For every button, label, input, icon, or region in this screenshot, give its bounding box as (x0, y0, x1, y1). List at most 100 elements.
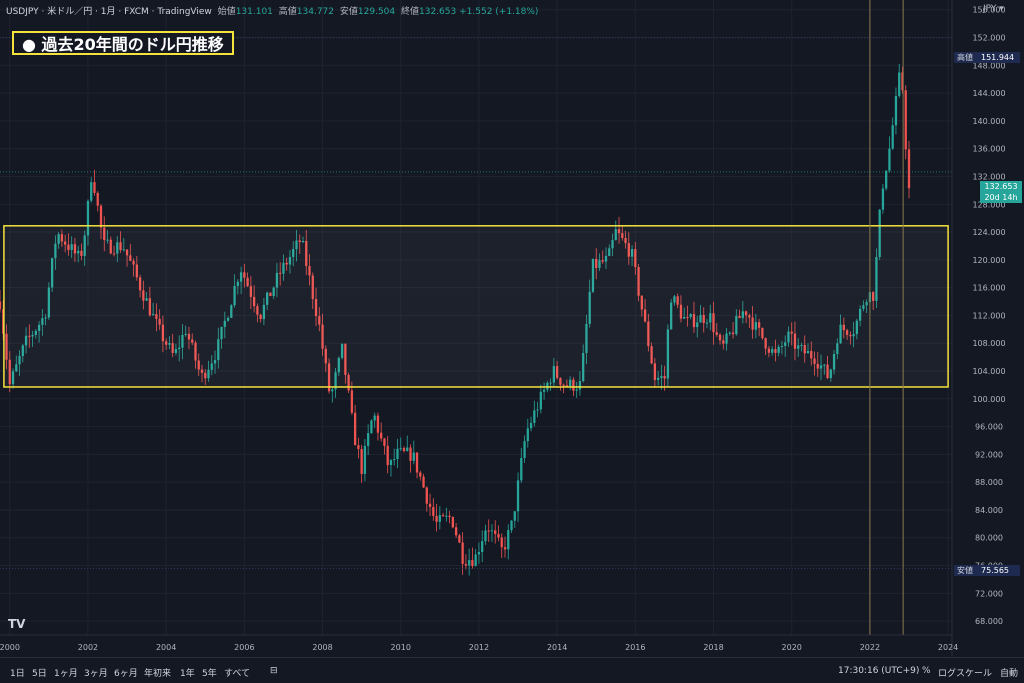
range-1d-button[interactable]: 1日 (10, 669, 25, 679)
candle-body (621, 233, 624, 238)
candle-body (132, 260, 135, 265)
candle-body (275, 272, 279, 288)
candle-body (624, 237, 627, 244)
candle-body (725, 333, 728, 344)
range-3m-button[interactable]: 3ヶ月 (84, 669, 108, 679)
currency-label[interactable]: JPY ▾ (983, 4, 1004, 14)
price-tick-label: 132.000 (972, 172, 1005, 181)
candle-body (810, 350, 813, 359)
candle-body (412, 452, 415, 461)
percent-toggle[interactable]: % (922, 666, 931, 676)
candle-body (780, 345, 784, 347)
candle-body (474, 554, 477, 567)
price-tick-label: 108.000 (972, 339, 1005, 348)
candle-body (845, 330, 849, 335)
candle-body (311, 275, 314, 300)
candle-body (142, 290, 145, 301)
auto-scale-toggle[interactable]: 自動 (1000, 669, 1019, 679)
close-label: 終値 (401, 7, 420, 17)
range-all-button[interactable]: すべて (224, 669, 251, 679)
candle-body (888, 148, 891, 171)
candle-body (777, 346, 780, 353)
candle-body (37, 324, 41, 331)
date-range-icon[interactable]: ⊟ (270, 666, 278, 676)
candle-body (298, 240, 301, 243)
candle-body (803, 344, 806, 354)
candle-body (305, 240, 308, 267)
clock-time[interactable]: 17:30:16 (UTC+9) (838, 666, 920, 676)
candle-body (894, 95, 898, 126)
candle-body (533, 410, 536, 423)
log-scale-toggle[interactable]: ログスケール (938, 669, 993, 679)
price-axis[interactable]: 156.000 152.000 148.000 144.000 140.000 136.0… (972, 6, 1005, 626)
candle-body (409, 447, 412, 461)
candle-body (70, 244, 73, 251)
candle-body (103, 227, 106, 241)
candle-body (80, 250, 83, 256)
candle-body (686, 316, 689, 318)
candle-body (699, 314, 702, 323)
candle-body (481, 541, 484, 553)
price-tick-label: 128.000 (972, 200, 1005, 209)
candle-body (331, 389, 334, 392)
candle-body (907, 149, 911, 189)
candle-body (292, 249, 295, 257)
candle-body (0, 301, 2, 310)
candle-body (816, 363, 819, 369)
candle-body (813, 358, 816, 364)
candle-body (99, 205, 103, 228)
close-value: 132.653 (419, 7, 457, 17)
candle-body (8, 359, 11, 385)
candle-body (83, 235, 86, 256)
candle-body (308, 266, 311, 276)
candle-body (393, 458, 396, 461)
candle-body (383, 438, 386, 446)
candle-body (249, 286, 253, 297)
candle-body (353, 412, 357, 446)
candle-body (239, 272, 243, 282)
candle-body (559, 377, 562, 385)
candle-body (513, 511, 516, 521)
candle-body (256, 306, 259, 315)
candle-body (862, 305, 865, 309)
candle-body (376, 415, 380, 433)
candle-body (549, 382, 552, 384)
time-axis[interactable]: 2000 2002 2004 2006 2008 2010 2012 2014 2016 2018… (0, 643, 958, 652)
candle-body (715, 332, 718, 335)
candle-body (771, 349, 774, 353)
candle-body (15, 364, 18, 372)
tradingview-logo[interactable]: TV (8, 617, 26, 631)
candle-body (585, 323, 588, 354)
range-box (3, 225, 949, 388)
range-5y-button[interactable]: 5年 (202, 669, 217, 679)
candle-body (712, 313, 715, 333)
candle-body (445, 515, 448, 517)
range-5d-button[interactable]: 5日 (32, 669, 47, 679)
candle-body (347, 374, 350, 391)
candle-body (904, 90, 907, 150)
candle-body (389, 460, 393, 466)
price-tick-label: 120.000 (972, 256, 1005, 265)
range-1m-button[interactable]: 1ヶ月 (54, 669, 78, 679)
candle-body (50, 258, 54, 288)
candle-body (516, 480, 520, 512)
candle-body (520, 458, 523, 481)
candle-body (630, 249, 634, 257)
range-1y-button[interactable]: 1年 (180, 669, 195, 679)
candle-body (718, 334, 722, 341)
candle-body (451, 517, 455, 528)
candle-body (731, 332, 735, 335)
candle-body (106, 239, 109, 241)
candle-body (406, 447, 409, 452)
candle-body (542, 389, 546, 392)
range-6m-button[interactable]: 6ヶ月 (114, 669, 138, 679)
candle-body (194, 342, 197, 361)
candle-body (210, 363, 213, 370)
candle-body (207, 369, 210, 379)
annotation-banner: ● 過去20年間のドル円推移 (12, 31, 234, 55)
symbol-title[interactable]: USDJPY · 米ドル／円 · 1月 · FXCM · TradingView (6, 7, 212, 17)
candle-body (692, 314, 696, 328)
range-ytd-button[interactable]: 年初来 (144, 669, 172, 679)
candle-body (891, 125, 894, 149)
